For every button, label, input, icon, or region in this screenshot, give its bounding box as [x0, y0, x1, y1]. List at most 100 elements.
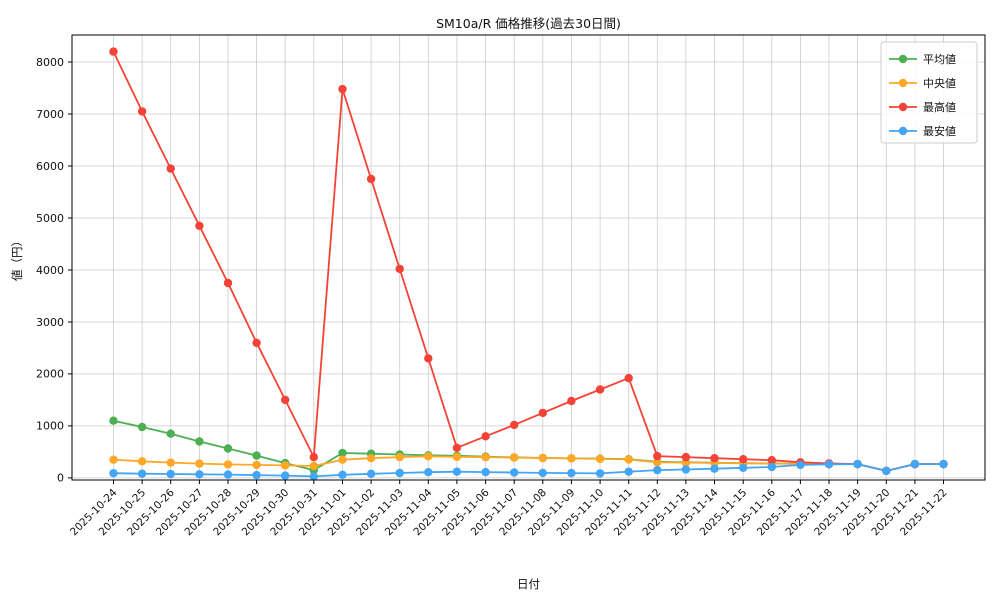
data-point	[223, 444, 233, 453]
y-tick-label: 2000	[36, 368, 64, 381]
y-tick-label: 8000	[36, 56, 64, 69]
data-point	[195, 437, 204, 446]
data-point	[853, 459, 862, 469]
data-point	[424, 452, 433, 461]
data-point	[910, 459, 920, 469]
data-point	[624, 455, 633, 464]
data-point	[481, 467, 490, 477]
data-point	[252, 470, 261, 480]
data-point	[595, 454, 605, 464]
data-point	[252, 460, 261, 470]
legend-marker	[898, 54, 908, 64]
legend-label: 最高値	[923, 100, 956, 114]
data-point	[681, 452, 691, 462]
data-point	[739, 463, 748, 472]
data-point	[338, 470, 347, 479]
y-tick-label: 4000	[36, 264, 64, 277]
data-point	[624, 373, 633, 383]
series-平均値	[109, 416, 948, 476]
data-point	[395, 264, 404, 274]
legend-label: 平均値	[923, 53, 956, 66]
legend-label: 中央値	[923, 77, 956, 90]
data-point	[824, 460, 834, 469]
data-point	[452, 443, 462, 452]
plot-border	[71, 34, 986, 481]
data-point	[882, 466, 891, 476]
data-point	[710, 454, 719, 463]
data-point	[510, 420, 519, 430]
data-point	[252, 338, 261, 347]
data-point	[538, 408, 547, 418]
legend-label: 最安値	[923, 124, 956, 138]
y-tick-label: 6000	[36, 160, 64, 173]
data-point	[137, 469, 147, 478]
data-point	[223, 278, 233, 288]
data-point	[338, 84, 347, 94]
data-point	[538, 453, 547, 463]
data-point	[109, 416, 118, 425]
legend-marker	[898, 126, 908, 136]
data-point	[338, 455, 347, 464]
series-最高値	[109, 47, 948, 476]
data-point	[166, 164, 175, 173]
data-point	[452, 467, 462, 476]
data-point	[338, 448, 347, 458]
data-point	[653, 451, 662, 461]
data-point	[309, 461, 318, 471]
series-line	[112, 51, 944, 472]
data-point	[939, 459, 948, 469]
data-point	[595, 469, 605, 478]
data-point	[452, 452, 462, 462]
series-最安値	[109, 459, 948, 481]
data-point	[481, 432, 490, 441]
y-tick-label: 5000	[36, 212, 64, 225]
data-point	[567, 396, 576, 406]
legend-box	[880, 41, 978, 144]
data-point	[767, 456, 776, 465]
x-axis-label: 日付	[517, 577, 540, 591]
data-point	[796, 460, 805, 470]
data-point	[767, 462, 776, 472]
data-point	[739, 455, 748, 464]
data-point	[109, 469, 118, 478]
data-point	[710, 464, 719, 473]
data-point	[538, 468, 547, 478]
data-point	[424, 354, 433, 363]
data-point	[223, 470, 233, 479]
data-point	[195, 459, 204, 468]
legend-marker	[898, 102, 908, 112]
y-tick-label: 3000	[36, 316, 64, 329]
data-point	[624, 467, 633, 476]
y-tick-label: 7000	[36, 108, 64, 121]
data-point	[309, 452, 318, 462]
y-tick-label: 1000	[36, 420, 64, 433]
data-point	[195, 221, 204, 230]
data-point	[366, 454, 376, 463]
data-point	[595, 385, 605, 394]
data-point	[510, 453, 519, 462]
data-point	[395, 468, 404, 478]
data-point	[567, 468, 576, 478]
data-point	[424, 468, 433, 477]
data-point	[109, 47, 118, 56]
data-point	[281, 461, 290, 470]
legend-marker	[898, 78, 908, 88]
data-point	[166, 429, 175, 438]
data-point	[166, 469, 175, 479]
data-point	[567, 454, 576, 463]
data-point	[510, 468, 519, 477]
data-point	[281, 395, 290, 405]
series-line	[113, 463, 944, 478]
data-point	[681, 465, 691, 474]
data-point	[223, 460, 233, 469]
data-point	[309, 472, 318, 481]
chart-title: SM10a/R 価格推移(過去30日間)	[436, 16, 621, 31]
data-point	[137, 457, 147, 466]
data-point	[252, 451, 261, 460]
data-point	[166, 458, 175, 467]
data-point	[653, 458, 662, 467]
data-point	[195, 470, 204, 479]
data-point	[137, 422, 147, 432]
